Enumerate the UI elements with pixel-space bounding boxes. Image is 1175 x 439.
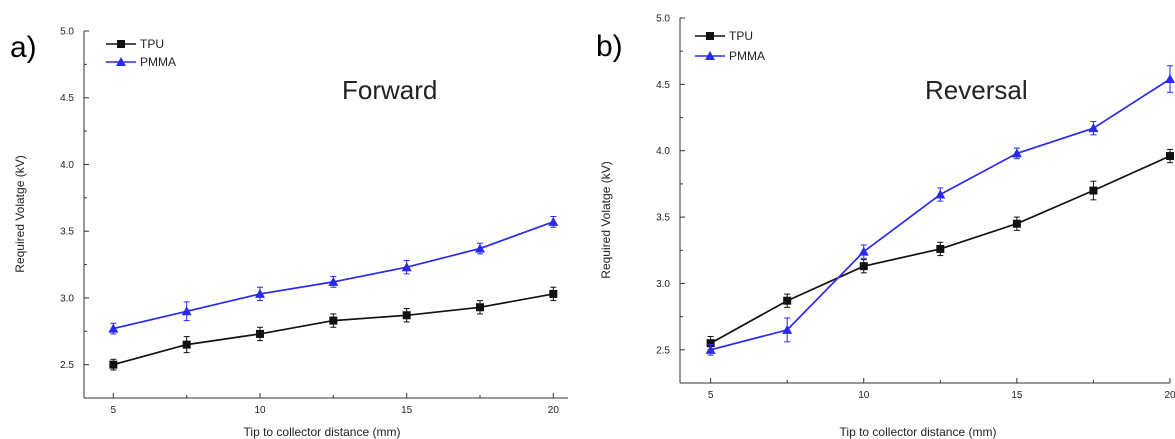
panel-a-y-axis-label: Required Volatge (kV) <box>13 155 27 272</box>
panel-a-x-tick-label: 5 <box>111 405 117 416</box>
panel-a-legend-label-pmma: PMMA <box>140 55 176 69</box>
panel-b-annotation: Reversal <box>925 75 1028 105</box>
panel-b-letter: b) <box>596 30 623 63</box>
panel-b-point-tpu <box>936 244 945 253</box>
panel-b-y-tick-label: 4.5 <box>656 80 670 91</box>
panel-a-point-tpu <box>329 316 338 325</box>
panel-b-y-tick-label: 4.0 <box>656 146 670 157</box>
panel-b-legend-label-tpu: TPU <box>729 29 753 43</box>
panel-a-legend-marker-tpu <box>117 40 125 48</box>
panel-b-point-pmma <box>1011 148 1022 158</box>
panel-b-point-tpu <box>1089 186 1098 195</box>
panel-a-point-tpu <box>402 311 411 320</box>
panel-a-x-tick-label: 10 <box>254 405 266 416</box>
panel-b-ticks: 2.5 3.0 3.5 4.0 4.5 5.0 5 10 15 20 <box>656 14 1175 402</box>
panel-a-point-tpu <box>109 360 118 369</box>
panel-a-y-tick-label: 5.0 <box>60 27 74 38</box>
panel-b-point-pmma <box>858 246 869 256</box>
panel-a-annotation: Forward <box>342 75 437 105</box>
panel-a-series <box>108 216 559 371</box>
panel-a-y-tick-label: 3.5 <box>60 227 74 238</box>
panel-b-axes <box>679 18 1170 384</box>
panel-a-point-pmma <box>475 243 485 253</box>
panel-b-legend-marker-pmma <box>705 51 715 60</box>
panel-b-x-tick-label: 5 <box>708 390 714 401</box>
panel-b-x-tick-label: 10 <box>858 390 870 401</box>
panel-a-x-axis-label: Tip to collector distance (mm) <box>244 425 401 439</box>
panel-a: a) Forward Tip to collector distance (mm… <box>10 27 568 439</box>
panel-b-x-tick-label: 20 <box>1164 390 1175 401</box>
panel-a-legend-marker-pmma <box>116 57 126 66</box>
panel-b-point-tpu <box>1166 152 1174 161</box>
panel-a-legend: TPU PMMA <box>106 37 176 69</box>
panel-a-point-tpu <box>549 289 558 298</box>
panel-b: b) Reversal Tip to collector distance (m… <box>596 14 1175 439</box>
panel-a-legend-label-tpu: TPU <box>140 37 164 51</box>
panel-a-y-tick-label: 4.5 <box>60 93 74 104</box>
panel-a-y-tick-label: 4.0 <box>60 160 74 171</box>
panel-a-x-tick-label: 15 <box>401 405 413 416</box>
panel-b-point-pmma <box>1088 123 1099 133</box>
panel-a-y-tick-label: 3.0 <box>60 293 74 304</box>
panel-b-point-pmma <box>1165 74 1175 84</box>
panel-b-y-tick-label: 2.5 <box>656 345 670 356</box>
panel-a-ticks: 2.5 3.0 3.5 4.0 4.5 5.0 5 10 15 20 <box>60 27 559 417</box>
panel-a-point-tpu <box>256 329 264 338</box>
panel-b-y-tick-label: 3.0 <box>656 279 670 290</box>
panel-b-series <box>705 65 1175 356</box>
panel-b-point-tpu <box>706 339 715 348</box>
panel-a-x-tick-label: 20 <box>548 405 560 416</box>
panel-a-point-pmma <box>108 323 119 333</box>
panel-a-point-tpu <box>476 303 484 312</box>
panel-b-legend-marker-tpu <box>706 32 714 40</box>
panel-a-letter: a) <box>10 31 37 64</box>
panel-b-x-tick-label: 15 <box>1011 390 1023 401</box>
panel-b-point-tpu <box>859 262 868 271</box>
panel-b-point-pmma <box>705 344 716 354</box>
panel-a-point-tpu <box>182 340 191 349</box>
panel-b-y-axis-label: Required Volatge (kV) <box>599 161 613 278</box>
panel-a-point-pmma <box>255 288 265 298</box>
panel-b-legend-label-pmma: PMMA <box>729 49 765 63</box>
panel-a-series-line-tpu <box>113 293 554 366</box>
panel-b-legend: TPU PMMA <box>695 29 765 63</box>
panel-b-series-line-pmma <box>710 78 1171 351</box>
panel-a-series-line-pmma <box>113 221 554 330</box>
panel-b-point-tpu <box>783 296 792 305</box>
panel-b-x-axis-label: Tip to collector distance (mm) <box>840 425 997 439</box>
panel-b-point-pmma <box>782 324 793 334</box>
panel-a-point-pmma <box>548 216 559 226</box>
panel-a-point-pmma <box>181 306 192 316</box>
panel-a-point-pmma <box>328 276 339 286</box>
panel-a-point-pmma <box>401 262 412 272</box>
panel-b-point-tpu <box>1012 219 1021 228</box>
panel-a-y-tick-label: 2.5 <box>60 360 74 371</box>
panel-b-y-tick-label: 3.5 <box>656 213 670 224</box>
panel-b-y-tick-label: 5.0 <box>656 14 670 25</box>
panel-b-point-pmma <box>935 189 946 199</box>
panel-a-axes <box>83 31 568 399</box>
